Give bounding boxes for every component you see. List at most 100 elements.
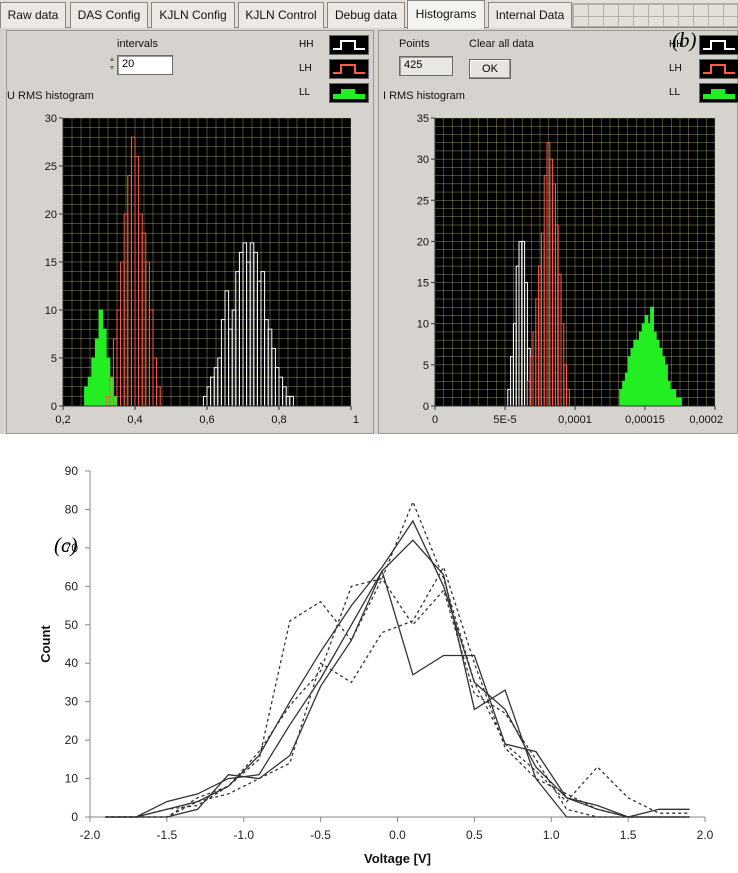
y-tick-label: 20 <box>417 236 429 248</box>
u-rms-legend: HH LH LL <box>299 35 371 105</box>
x-tick-label: 1.5 <box>620 828 637 842</box>
tab-bar: Raw data DAS Config KJLN Config KJLN Con… <box>0 0 738 29</box>
legend-swatch-ll-icon <box>329 83 369 103</box>
histogram-bar-ll <box>102 328 107 407</box>
x-tick-label: 5E-5 <box>493 414 516 426</box>
y-tick-label: 5 <box>423 360 429 372</box>
series-line-5 <box>105 577 690 818</box>
histogram-bar-ll <box>678 397 682 407</box>
y-tick-label: 0 <box>51 401 57 413</box>
x-tick-label: 0,0001 <box>558 414 592 426</box>
panel-label-b: (b) <box>672 28 697 52</box>
histogram-bar-ll <box>105 357 111 407</box>
x-tick-label: 0,4 <box>127 414 142 426</box>
tab-internal-data[interactable]: Internal Data <box>488 2 572 28</box>
clear-all-data-label: Clear all data <box>469 38 534 50</box>
intervals-spinner-icon[interactable]: ▲ ▼ <box>108 56 116 72</box>
y-tick-label: 15 <box>417 278 429 290</box>
series-line-4 <box>105 500 690 818</box>
legend-swatch-ll-icon <box>699 83 738 103</box>
y-tick-label: 20 <box>65 733 79 747</box>
histogram-bar-ll <box>87 376 93 407</box>
y-tick-label: 0 <box>423 401 429 413</box>
i-rms-histogram-chart: 0 5E-5 0,0001 0,00015 0,0002 0 5 10 15 20 25 30 35 <box>417 113 723 426</box>
x-tick-label: 0 <box>432 414 438 426</box>
legend-swatch-hh-icon <box>699 35 738 55</box>
tab-kjln-config[interactable]: KJLN Config <box>151 2 235 28</box>
y-tick-label: 10 <box>45 305 57 317</box>
histogram-bar-ll <box>109 376 114 407</box>
x-tick-label: 0,0002 <box>689 414 723 426</box>
y-tick-label: 25 <box>45 161 57 173</box>
histogram-bar-ll <box>98 309 104 407</box>
histogram-bar-ll <box>91 357 96 407</box>
y-tick-label: 70 <box>65 541 79 555</box>
tab-das-config[interactable]: DAS Config <box>70 2 148 28</box>
tab-debug-data[interactable]: Debug data <box>327 2 405 28</box>
y-tick-label: 60 <box>65 579 79 593</box>
tab-bar-filler <box>572 3 738 27</box>
legend-label-lh: LH <box>299 63 312 74</box>
x-tick-label: 0,6 <box>199 414 214 426</box>
legend-swatch-lh-icon <box>699 59 738 79</box>
i-rms-panel: Points 425 Clear all data OK I RMS histo… <box>378 30 738 434</box>
tab-raw-data[interactable]: Raw data <box>0 2 66 28</box>
y-tick-label: 30 <box>45 113 57 125</box>
x-axis-label: Voltage [V] <box>364 851 431 866</box>
y-tick-label: 90 <box>65 464 79 478</box>
y-tick-label: 35 <box>417 113 429 125</box>
x-tick-label: 0,8 <box>271 414 286 426</box>
y-tick-label: 0 <box>71 810 78 824</box>
y-tick-label: 5 <box>51 353 57 365</box>
panel-label-c: (c) <box>54 533 78 557</box>
legend-swatch-lh-icon <box>329 59 369 79</box>
intervals-input[interactable]: 20 <box>117 55 173 75</box>
y-tick-label: 50 <box>65 618 79 632</box>
x-tick-label: 0,2 <box>55 414 70 426</box>
y-tick-label: 40 <box>65 656 79 670</box>
points-display: 425 <box>399 56 453 76</box>
x-tick-label: -2.0 <box>80 828 101 842</box>
i-rms-chart-title: I RMS histogram <box>383 90 465 102</box>
x-tick-label: 0,00015 <box>625 414 665 426</box>
i-rms-legend: HH LH LL <box>669 35 738 105</box>
legend-label-hh: HH <box>299 39 314 50</box>
legend-swatch-hh-icon <box>329 35 369 55</box>
labview-window: Raw data DAS Config KJLN Config KJLN Con… <box>0 0 738 434</box>
y-tick-label: 30 <box>417 154 429 166</box>
x-tick-label: -0.5 <box>310 828 331 842</box>
x-tick-label: 0.0 <box>389 828 406 842</box>
y-tick-label: 20 <box>45 209 57 221</box>
histogram-bar-ll <box>84 386 89 407</box>
y-tick-label: 80 <box>65 502 79 516</box>
x-tick-label: 1 <box>353 414 359 426</box>
y-tick-label: 30 <box>65 695 79 709</box>
y-axis-label: Count <box>38 625 53 663</box>
y-tick-label: 15 <box>45 257 57 269</box>
x-tick-label: -1.5 <box>157 828 178 842</box>
y-tick-label: 25 <box>417 195 429 207</box>
legend-label-ll: LL <box>669 87 681 98</box>
tab-histograms[interactable]: Histograms <box>407 0 485 29</box>
legend-label-ll: LL <box>299 87 311 98</box>
series-line-6 <box>105 565 690 818</box>
series-line-1 <box>105 569 690 818</box>
tab-kjln-control[interactable]: KJLN Control <box>238 2 324 28</box>
histogram-bar-ll <box>112 395 118 407</box>
x-tick-label: 2.0 <box>697 828 714 842</box>
series-line-2 <box>105 519 690 818</box>
u-rms-chart-title: U RMS histogram <box>7 90 94 102</box>
histogram-bar-ll <box>94 338 100 407</box>
y-tick-label: 10 <box>417 319 429 331</box>
legend-label-lh: LH <box>669 63 682 74</box>
points-label: Points <box>399 38 430 50</box>
u-rms-panel: intervals ▲ ▼ 20 U RMS histogram HH LH LL <box>6 30 374 434</box>
y-tick-label: 10 <box>65 772 79 786</box>
series-line-3 <box>105 539 690 818</box>
x-tick-label: -1.0 <box>233 828 254 842</box>
intervals-label: intervals <box>117 38 158 50</box>
clear-ok-button[interactable]: OK <box>469 59 511 79</box>
voltage-count-line-chart: 0 10 20 30 40 50 60 70 80 90 -2.0 -1.5 -1.0 -0.5 0.0 0.… <box>38 464 714 866</box>
x-tick-label: 0.5 <box>466 828 483 842</box>
